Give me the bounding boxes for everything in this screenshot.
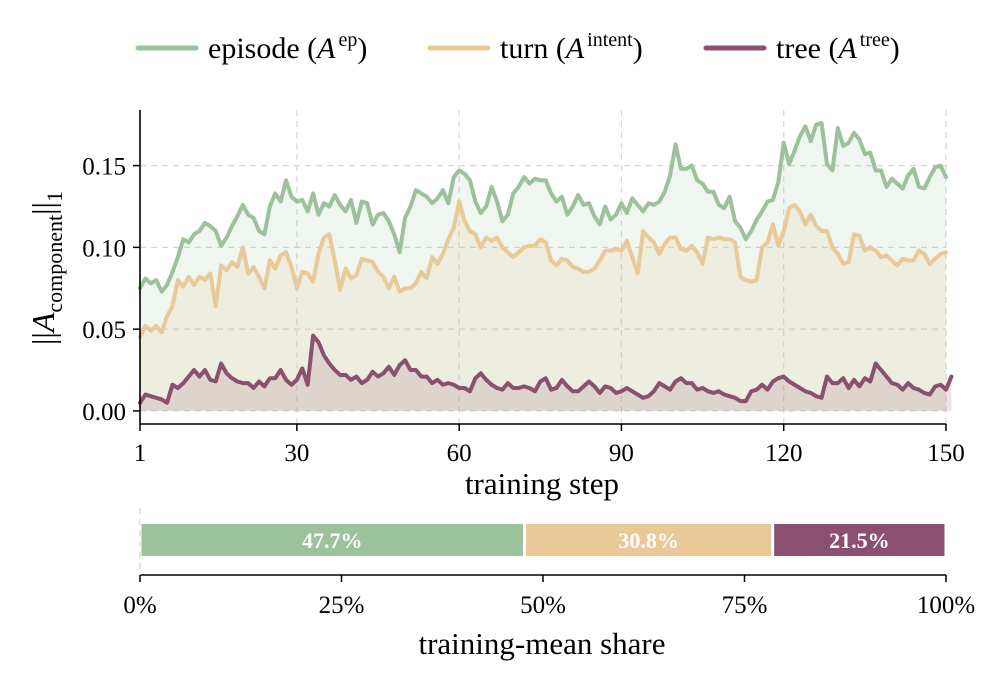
legend-turn-paren-close: ) [633, 32, 643, 65]
share-x-tick-label-2: 50% [520, 592, 566, 619]
share-x-tick-label-0: 0% [123, 592, 156, 619]
y-ticks: 0.00 0.05 0.10 0.15 [82, 154, 140, 426]
x-axis-label: training step [465, 466, 619, 501]
legend-turn-name: turn [500, 32, 548, 65]
y-tick-label-2: 0.10 [82, 235, 126, 262]
share-segment-turn [525, 524, 772, 556]
legend-episode-symbol: A [315, 32, 336, 65]
line-chart: 1 30 60 90 120 150 0.00 0.05 0.10 0.15 training … [25, 110, 965, 501]
y-tick-label-3: 0.15 [82, 154, 126, 181]
share-x-tick-label-3: 75% [722, 592, 768, 619]
share-x-ticks: 0% 25% 50% 75% 100% [123, 575, 975, 619]
y-tick-label-1: 0.05 [82, 317, 126, 344]
y-axis-label: ||Acomponent||1 [25, 191, 67, 345]
x-tick-label-5: 150 [927, 440, 965, 467]
share-x-tick-label-4: 100% [917, 592, 975, 619]
legend-turn-symbol: A [564, 32, 585, 65]
x-tick-label-1: 30 [284, 440, 309, 467]
share-label-tree: 21.5% [829, 528, 890, 553]
y-axis-label-subscript: component [42, 215, 67, 313]
y-axis-label-norm-subscript: 1 [42, 191, 67, 202]
legend-tree-paren-open: ( [821, 32, 839, 65]
legend-turn-label: turn (A intent) [500, 29, 643, 65]
x-tick-label-0: 1 [134, 440, 147, 467]
axes [139, 110, 946, 425]
legend: episode (A ep) turn (A intent) tree (A tree… [135, 29, 900, 65]
area-episode [140, 123, 946, 411]
legend-episode-paren-open: ( [300, 32, 318, 65]
series-areas [140, 123, 952, 411]
x-tick-label-3: 90 [609, 440, 634, 467]
share-bar-chart: 47.7% 30.8% 21.5% 0% 25% 50% 75% 100% training… [123, 508, 975, 661]
share-segments [141, 524, 945, 556]
legend-tree-label: tree (A tree) [776, 29, 900, 65]
series-line-tree [138, 333, 954, 405]
x-tick-label-4: 120 [765, 440, 803, 467]
legend-tree-name: tree [776, 32, 821, 65]
share-x-tick-label-1: 25% [319, 592, 365, 619]
series-line-turn [138, 199, 948, 340]
area-turn [140, 201, 946, 411]
series-lines [138, 121, 954, 405]
x-tick-label-2: 60 [447, 440, 472, 467]
legend-tree-symbol: A [836, 32, 857, 65]
share-x-axis-label: training-mean share [418, 626, 665, 661]
legend-episode-label: episode (A ep) [208, 29, 367, 65]
legend-episode-name: episode [208, 32, 300, 65]
share-label-episode: 47.7% [302, 528, 363, 553]
x-ticks: 1 30 60 90 120 150 [134, 424, 965, 467]
y-axis-label-norm-close: || [25, 202, 61, 215]
legend-tree-paren-close: ) [890, 32, 900, 65]
legend-tree-superscript: tree [860, 29, 890, 51]
legend-episode-paren-close: ) [357, 32, 367, 65]
share-segment-tree [774, 524, 945, 556]
share-segment-labels: 47.7% 30.8% 21.5% [302, 528, 890, 553]
y-axis-label-norm-open: || [25, 332, 61, 345]
y-tick-label-0: 0.00 [82, 399, 126, 426]
area-tree [140, 335, 952, 411]
legend-turn-paren-open: ( [548, 32, 566, 65]
legend-turn-superscript: intent [587, 29, 633, 51]
legend-episode-superscript: ep [338, 29, 357, 51]
share-segment-episode [141, 524, 523, 556]
series-line-episode [138, 121, 948, 294]
share-label-turn: 30.8% [618, 528, 679, 553]
y-axis-label-symbol: A [25, 312, 61, 334]
